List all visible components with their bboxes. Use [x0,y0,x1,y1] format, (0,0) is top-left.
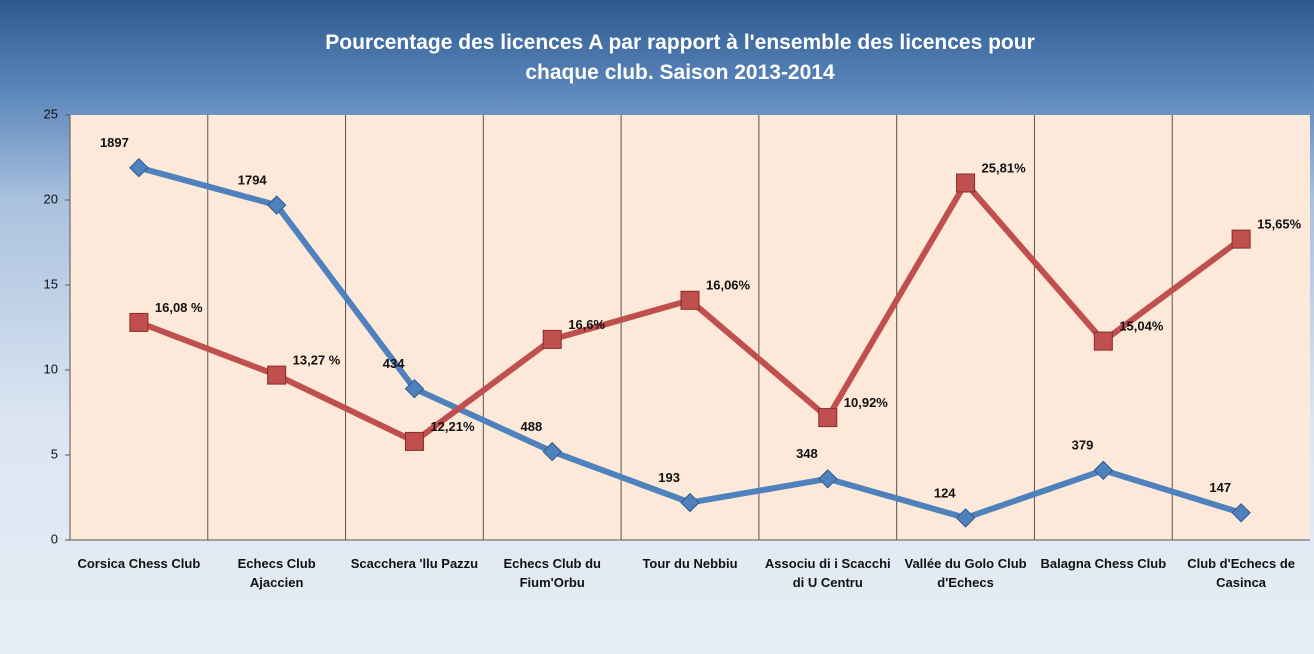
data-label: 124 [934,485,956,500]
marker [680,290,700,310]
data-label: 15,65% [1257,217,1302,232]
data-label: 13,27 % [293,353,341,368]
marker [1093,460,1114,481]
data-label: 12,21% [430,419,475,434]
marker [404,378,425,399]
y-tick-label: 5 [51,446,58,461]
x-tick-label: Associu di i Scacchi di U Centru [764,556,891,590]
data-label: 488 [521,419,543,434]
marker [542,441,562,462]
chart-title: Pourcentage des licences A par rapport à… [325,31,1035,84]
marker [1093,331,1113,351]
y-tick-label: 15 [44,276,58,291]
data-label: 193 [658,470,680,485]
marker [267,365,287,385]
marker [818,408,838,428]
x-tick-label: Echecs Club du Fium'Orbu [503,556,601,590]
data-label: 16,08 % [155,300,203,315]
x-tick-label: Vallée du Golo Club d'Echecs [904,556,1027,590]
data-label: 15,04% [1119,319,1164,334]
marker [266,195,287,215]
x-tick-label: Balagna Chess Club [1040,556,1167,571]
x-tick-label: Echecs Club Ajaccien [237,556,316,590]
data-label: 1794 [238,173,268,188]
data-label: 1897 [100,135,129,150]
x-tick-label: Tour du Nebbiu [642,556,738,571]
data-label: 147 [1209,480,1231,495]
y-tick-label: 10 [44,361,58,376]
y-tick-label: 0 [51,531,58,546]
y-tick-label: 20 [44,191,58,206]
marker [129,312,149,332]
data-label: 10,92% [844,395,889,410]
marker [1231,229,1251,249]
data-label: 16,06% [706,278,751,293]
marker [129,157,149,178]
marker [955,508,976,528]
marker [956,173,976,193]
marker [1231,503,1251,523]
data-label: 379 [1072,438,1094,453]
marker [680,492,700,513]
data-label: 348 [796,446,818,461]
marker [542,329,562,349]
marker [404,431,424,451]
data-label: 434 [383,356,405,371]
y-tick-label: 25 [44,106,58,121]
marker [818,469,838,489]
x-tick-label: Club d'Echecs de Casinca [1187,556,1296,590]
data-label: 25,81% [982,160,1027,175]
x-tick-label: Corsica Chess Club [77,556,201,571]
x-tick-label: Scacchera 'llu Pazzu [350,556,479,571]
data-label: 16,6% [568,317,605,332]
